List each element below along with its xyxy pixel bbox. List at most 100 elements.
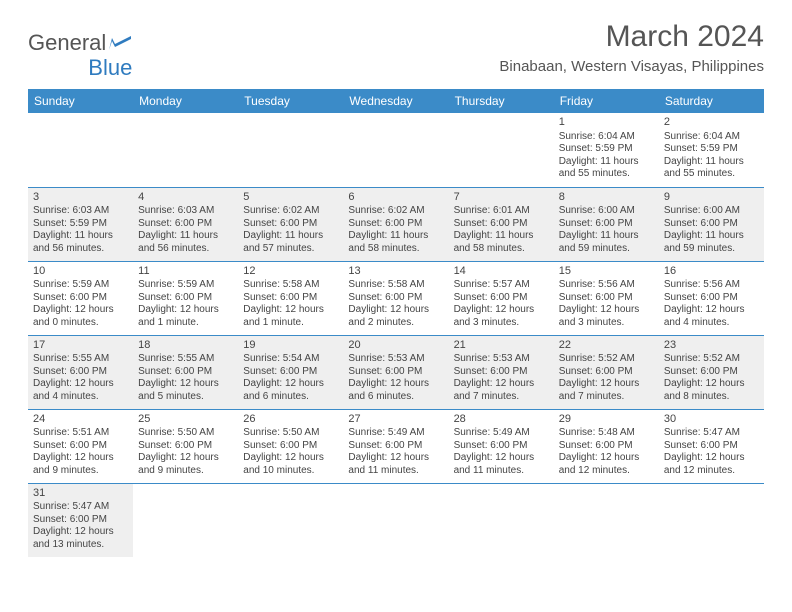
daylight-text: Daylight: 11 hours and 56 minutes. xyxy=(138,230,233,255)
day-number: 7 xyxy=(454,191,549,205)
sunset-text: Sunset: 6:00 PM xyxy=(454,366,549,379)
day-number: 4 xyxy=(138,191,233,205)
sunset-text: Sunset: 6:00 PM xyxy=(138,440,233,453)
sunrise-text: Sunrise: 5:50 AM xyxy=(138,427,233,440)
day-cell: 5Sunrise: 6:02 AMSunset: 6:00 PMDaylight… xyxy=(238,187,343,261)
sunset-text: Sunset: 6:00 PM xyxy=(33,440,128,453)
sunrise-text: Sunrise: 5:52 AM xyxy=(664,353,759,366)
day-cell: 6Sunrise: 6:02 AMSunset: 6:00 PMDaylight… xyxy=(343,187,448,261)
sunset-text: Sunset: 6:00 PM xyxy=(559,440,654,453)
daylight-text: Daylight: 12 hours and 9 minutes. xyxy=(33,452,128,477)
day-number: 28 xyxy=(454,413,549,427)
sunset-text: Sunset: 5:59 PM xyxy=(664,143,759,156)
sunrise-text: Sunrise: 5:54 AM xyxy=(243,353,338,366)
sunset-text: Sunset: 6:00 PM xyxy=(664,366,759,379)
logo: General xyxy=(28,30,131,56)
day-cell: 11Sunrise: 5:59 AMSunset: 6:00 PMDayligh… xyxy=(133,261,238,335)
week-row: 3 Sunrise: 6:03 AM Sunset: 5:59 PM Daylight… xyxy=(28,187,764,261)
sunset-text: Sunset: 5:59 PM xyxy=(33,218,128,231)
sunrise-text: Sunrise: 6:00 AM xyxy=(664,205,759,218)
day-cell: 12Sunrise: 5:58 AMSunset: 6:00 PMDayligh… xyxy=(238,261,343,335)
day-number: 31 xyxy=(33,487,128,501)
day-cell xyxy=(659,483,764,557)
logo-blue: Blue xyxy=(88,55,132,81)
daylight-text: Daylight: 12 hours and 8 minutes. xyxy=(664,378,759,403)
day-number: 12 xyxy=(243,265,338,279)
day-cell: 23Sunrise: 5:52 AMSunset: 6:00 PMDayligh… xyxy=(659,335,764,409)
sunset-text: Sunset: 6:00 PM xyxy=(559,292,654,305)
day-number: 9 xyxy=(664,191,759,205)
day-number: 8 xyxy=(559,191,654,205)
daylight-text: Daylight: 11 hours and 58 minutes. xyxy=(348,230,443,255)
day-cell xyxy=(238,113,343,187)
day-cell: 16Sunrise: 5:56 AMSunset: 6:00 PMDayligh… xyxy=(659,261,764,335)
daylight-text: Daylight: 11 hours and 55 minutes. xyxy=(664,156,759,181)
sunset-text: Sunset: 6:00 PM xyxy=(664,292,759,305)
day-number: 20 xyxy=(348,339,443,353)
sunrise-text: Sunrise: 5:52 AM xyxy=(559,353,654,366)
logo-general: General xyxy=(28,30,106,56)
day-number: 11 xyxy=(138,265,233,279)
day-number: 29 xyxy=(559,413,654,427)
day-number: 3 xyxy=(33,191,128,205)
day-cell: 28Sunrise: 5:49 AMSunset: 6:00 PMDayligh… xyxy=(449,409,554,483)
col-sunday: Sunday xyxy=(28,89,133,113)
day-number: 24 xyxy=(33,413,128,427)
sunrise-text: Sunrise: 5:57 AM xyxy=(454,279,549,292)
sunrise-text: Sunrise: 5:56 AM xyxy=(664,279,759,292)
daylight-text: Daylight: 12 hours and 7 minutes. xyxy=(454,378,549,403)
sunset-text: Sunset: 5:59 PM xyxy=(559,143,654,156)
day-cell: 13Sunrise: 5:58 AMSunset: 6:00 PMDayligh… xyxy=(343,261,448,335)
sunset-text: Sunset: 6:00 PM xyxy=(243,292,338,305)
col-thursday: Thursday xyxy=(449,89,554,113)
sunset-text: Sunset: 6:00 PM xyxy=(664,440,759,453)
sunset-text: Sunset: 6:00 PM xyxy=(243,218,338,231)
month-title: March 2024 xyxy=(499,20,764,54)
daylight-text: Daylight: 11 hours and 55 minutes. xyxy=(559,156,654,181)
day-cell: 8Sunrise: 6:00 AMSunset: 6:00 PMDaylight… xyxy=(554,187,659,261)
sunset-text: Sunset: 6:00 PM xyxy=(33,292,128,305)
daylight-text: Daylight: 12 hours and 13 minutes. xyxy=(33,526,128,551)
sunrise-text: Sunrise: 5:58 AM xyxy=(243,279,338,292)
day-cell: 19Sunrise: 5:54 AMSunset: 6:00 PMDayligh… xyxy=(238,335,343,409)
col-saturday: Saturday xyxy=(659,89,764,113)
sunset-text: Sunset: 6:00 PM xyxy=(559,366,654,379)
daylight-text: Daylight: 12 hours and 1 minute. xyxy=(138,304,233,329)
sunset-text: Sunset: 6:00 PM xyxy=(454,440,549,453)
sunrise-text: Sunrise: 6:02 AM xyxy=(243,205,338,218)
daylight-text: Daylight: 12 hours and 3 minutes. xyxy=(559,304,654,329)
sunset-text: Sunset: 6:00 PM xyxy=(243,366,338,379)
day-cell: 3Sunrise: 6:03 AMSunset: 5:59 PMDaylight… xyxy=(28,187,133,261)
day-number: 1 xyxy=(559,116,654,130)
day-number: 25 xyxy=(138,413,233,427)
daylight-text: Daylight: 11 hours and 57 minutes. xyxy=(243,230,338,255)
daylight-text: Daylight: 12 hours and 3 minutes. xyxy=(454,304,549,329)
daylight-text: Daylight: 12 hours and 9 minutes. xyxy=(138,452,233,477)
sunset-text: Sunset: 6:00 PM xyxy=(33,514,128,527)
sunrise-text: Sunrise: 5:48 AM xyxy=(559,427,654,440)
sunrise-text: Sunrise: 5:49 AM xyxy=(454,427,549,440)
week-row: 17Sunrise: 5:55 AMSunset: 6:00 PMDayligh… xyxy=(28,335,764,409)
daylight-text: Daylight: 12 hours and 12 minutes. xyxy=(559,452,654,477)
daylight-text: Daylight: 12 hours and 11 minutes. xyxy=(454,452,549,477)
sunset-text: Sunset: 6:00 PM xyxy=(454,218,549,231)
sunrise-text: Sunrise: 5:49 AM xyxy=(348,427,443,440)
day-cell: 24Sunrise: 5:51 AMSunset: 6:00 PMDayligh… xyxy=(28,409,133,483)
day-cell: 2Sunrise: 6:04 AMSunset: 5:59 PMDaylight… xyxy=(659,113,764,187)
daylight-text: Daylight: 12 hours and 6 minutes. xyxy=(243,378,338,403)
day-cell xyxy=(133,113,238,187)
sunrise-text: Sunrise: 6:03 AM xyxy=(138,205,233,218)
day-number: 10 xyxy=(33,265,128,279)
day-cell: 17Sunrise: 5:55 AMSunset: 6:00 PMDayligh… xyxy=(28,335,133,409)
sunrise-text: Sunrise: 5:51 AM xyxy=(33,427,128,440)
week-row: 1Sunrise: 6:04 AMSunset: 5:59 PMDaylight… xyxy=(28,113,764,187)
daylight-text: Daylight: 11 hours and 58 minutes. xyxy=(454,230,549,255)
sunrise-text: Sunrise: 6:00 AM xyxy=(559,205,654,218)
day-cell xyxy=(343,483,448,557)
sunset-text: Sunset: 6:00 PM xyxy=(348,366,443,379)
day-cell: 22Sunrise: 5:52 AMSunset: 6:00 PMDayligh… xyxy=(554,335,659,409)
day-number: 16 xyxy=(664,265,759,279)
daylight-text: Daylight: 12 hours and 2 minutes. xyxy=(348,304,443,329)
sunrise-text: Sunrise: 5:59 AM xyxy=(138,279,233,292)
daylight-text: Daylight: 12 hours and 10 minutes. xyxy=(243,452,338,477)
